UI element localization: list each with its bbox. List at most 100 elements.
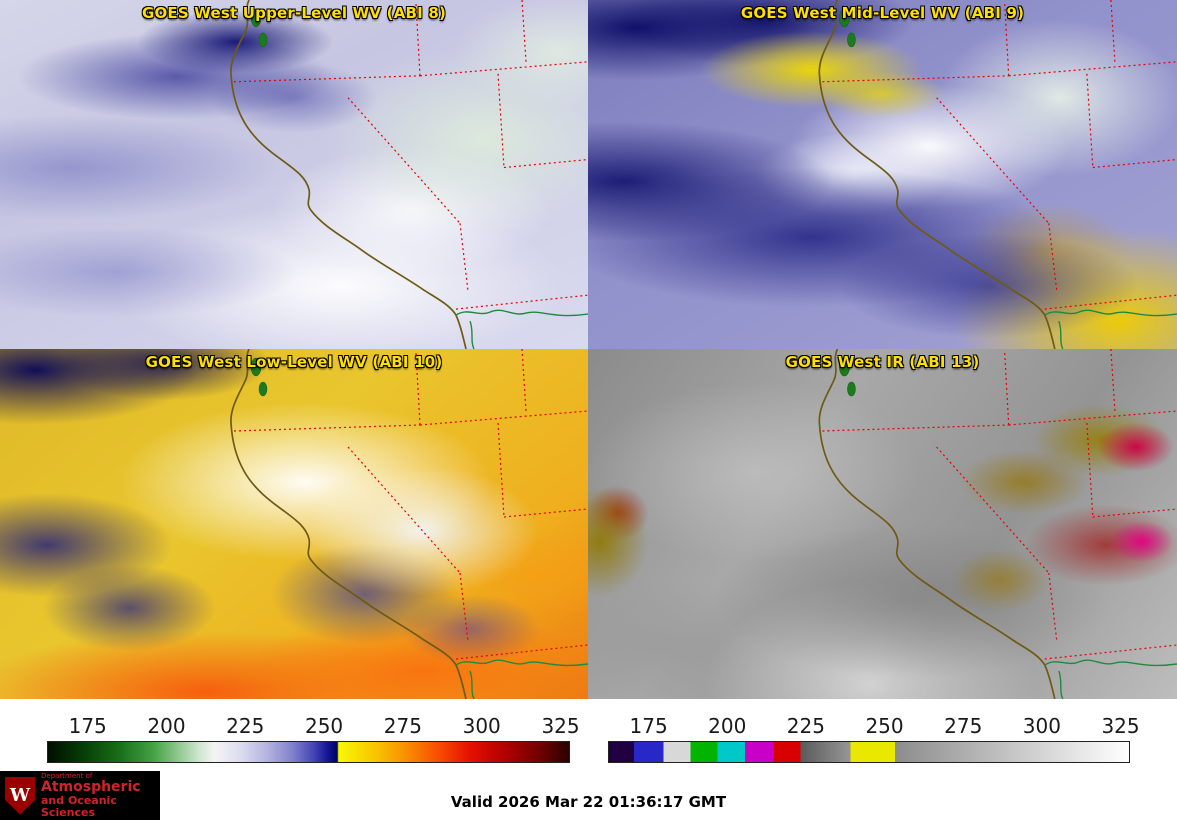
- valid-timestamp: Valid 2026 Mar 22 01:36:17 GMT: [450, 793, 727, 811]
- colorbar-tick-label: 325: [541, 714, 580, 738]
- satellite-grid: GOES West Upper-Level WV (ABI 8) GOES We…: [0, 0, 1177, 699]
- state-border-dotted: [521, 0, 527, 62]
- panel-mid-level-wv: GOES West Mid-Level WV (ABI 9): [588, 0, 1177, 349]
- state-border-dotted: [1008, 61, 1177, 77]
- colorado-river: [455, 659, 588, 667]
- wv-colorbar-tick-row: 175 200 225 250 275 300 325: [47, 699, 580, 741]
- gulf-coast-line: [1058, 320, 1064, 349]
- state-border-dotted: [1092, 508, 1177, 518]
- state-border-dotted: [822, 75, 1009, 83]
- state-border-dotted: [1004, 3, 1010, 76]
- panel-title-abi9: GOES West Mid-Level WV (ABI 9): [740, 4, 1025, 22]
- puget-sound-forest-patch: [250, 357, 262, 377]
- colorbar-tick-label: 275: [383, 714, 422, 738]
- puget-sound-forest-patch: [258, 381, 268, 397]
- puget-sound-forest-patch: [258, 32, 268, 48]
- colorado-river: [1044, 309, 1177, 317]
- satellite-imagery-abi10: [0, 349, 588, 699]
- puget-sound-forest-patch: [250, 8, 262, 28]
- pacific-coastline: [230, 0, 467, 349]
- state-border-dotted: [1092, 158, 1177, 169]
- state-border-dotted: [1044, 294, 1177, 310]
- state-border-dotted: [347, 97, 461, 224]
- colorbar-tick-label: 325: [1101, 714, 1140, 738]
- colorado-river: [455, 309, 588, 317]
- colorbar-tick-label: 175: [68, 714, 107, 738]
- gulf-coast-line: [1058, 670, 1064, 699]
- state-border-dotted: [1048, 223, 1058, 292]
- wv-colorbar: 175 200 225 250 275 300 325: [47, 699, 580, 771]
- satellite-imagery-abi13: [588, 349, 1177, 699]
- colorbar-tick-label: 200: [147, 714, 186, 738]
- state-border-dotted: [459, 572, 469, 642]
- logo-line-oceanic: and Oceanic Sciences: [41, 793, 117, 819]
- pacific-coastline: [818, 349, 1056, 699]
- state-border-dotted: [415, 352, 421, 426]
- colorbar-tick-label: 300: [462, 714, 501, 738]
- uw-aos-logo: W Department of Atmospheric and Oceanic …: [0, 771, 160, 820]
- state-border-dotted: [1048, 572, 1058, 642]
- logo-line-department: Department of: [41, 771, 93, 780]
- state-border-dotted: [1008, 410, 1177, 426]
- colorbar-tick-label: 225: [226, 714, 265, 738]
- state-border-dotted: [1044, 644, 1177, 660]
- colorado-river: [1044, 659, 1177, 667]
- puget-sound-forest-patch: [839, 8, 850, 28]
- puget-sound-forest-patch: [839, 357, 850, 377]
- panel-title-abi8: GOES West Upper-Level WV (ABI 8): [141, 4, 447, 22]
- ir-colorbar-gradient: [608, 741, 1130, 763]
- state-border-dotted: [1086, 73, 1094, 168]
- state-border-dotted: [419, 410, 588, 426]
- state-border-dotted: [233, 75, 421, 83]
- colorbar-tick-label: 275: [944, 714, 983, 738]
- wv-colorbar-gradient: [47, 741, 570, 763]
- state-border-dotted: [347, 446, 461, 574]
- panel-title-abi10: GOES West Low-Level WV (ABI 10): [145, 353, 443, 371]
- state-border-dotted: [936, 97, 1050, 224]
- map-overlay: [0, 0, 588, 349]
- colorbar-strip: 175 200 225 250 275 300 325 175 200 225 250 275 300…: [0, 699, 1177, 771]
- state-border-dotted: [233, 424, 421, 432]
- panel-low-level-wv: GOES West Low-Level WV (ABI 10): [0, 349, 588, 699]
- colorbar-tick-label: 250: [865, 714, 904, 738]
- puget-sound-forest-patch: [847, 381, 856, 397]
- colorbar-tick-label: 300: [1022, 714, 1061, 738]
- colorbar-tick-label: 200: [708, 714, 747, 738]
- panel-infrared: GOES West IR (ABI 13): [588, 349, 1177, 699]
- panel-title-abi13: GOES West IR (ABI 13): [785, 353, 980, 371]
- state-border-dotted: [936, 446, 1050, 574]
- pacific-coastline: [230, 349, 467, 699]
- state-border-dotted: [503, 158, 588, 169]
- state-border-dotted: [455, 294, 588, 310]
- satellite-imagery-abi9: [588, 0, 1177, 349]
- colorbar-tick-label: 225: [786, 714, 825, 738]
- gulf-coast-line: [469, 670, 475, 699]
- state-border-dotted: [459, 223, 469, 292]
- state-border-dotted: [419, 61, 588, 77]
- state-border-dotted: [455, 644, 588, 660]
- state-border-dotted: [1004, 352, 1010, 426]
- state-border-dotted: [497, 422, 505, 518]
- ir-colorbar: 175 200 225 250 275 300 325: [608, 699, 1140, 771]
- colorbar-tick-label: 175: [629, 714, 668, 738]
- state-border-dotted: [1110, 0, 1116, 62]
- pacific-coastline: [818, 0, 1056, 349]
- panel-upper-level-wv: GOES West Upper-Level WV (ABI 8): [0, 0, 588, 349]
- uw-aos-logo-text: Department of Atmospheric and Oceanic Sc…: [41, 771, 160, 819]
- state-border-dotted: [521, 349, 527, 412]
- map-overlay: [588, 349, 1177, 699]
- state-border-dotted: [1086, 422, 1094, 518]
- state-border-dotted: [415, 3, 421, 76]
- map-overlay: [588, 0, 1177, 349]
- puget-sound-forest-patch: [847, 32, 856, 48]
- footer: W Department of Atmospheric and Oceanic …: [0, 771, 1177, 820]
- satellite-imagery-abi8: [0, 0, 588, 349]
- state-border-dotted: [1110, 349, 1116, 412]
- state-border-dotted: [503, 508, 588, 518]
- map-overlay: [0, 349, 588, 699]
- state-border-dotted: [822, 424, 1009, 432]
- ir-colorbar-tick-row: 175 200 225 250 275 300 325: [608, 699, 1140, 741]
- logo-line-atmospheric: Atmospheric: [41, 779, 141, 796]
- gulf-coast-line: [469, 320, 475, 349]
